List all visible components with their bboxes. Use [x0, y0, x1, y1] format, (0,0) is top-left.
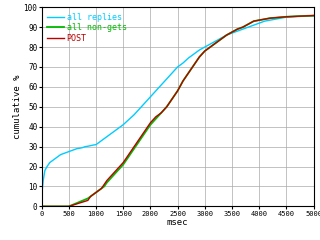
X-axis label: msec: msec	[167, 218, 188, 227]
all non-gets	[230, 31, 234, 34]
POST	[154, 115, 158, 118]
all non-gets	[187, 72, 190, 74]
all non-gets	[110, 175, 114, 178]
POST	[203, 50, 207, 53]
all non-gets	[214, 42, 218, 44]
all non-gets	[92, 193, 95, 196]
all non-gets	[67, 205, 71, 208]
POST	[268, 17, 272, 20]
POST	[97, 189, 100, 192]
POST	[208, 46, 212, 48]
Line: POST: POST	[42, 16, 314, 206]
all non-gets	[154, 117, 158, 120]
POST	[138, 137, 141, 140]
POST	[176, 90, 180, 92]
all non-gets	[121, 163, 125, 166]
POST	[312, 14, 316, 17]
POST	[40, 205, 44, 208]
POST	[127, 153, 131, 156]
POST	[225, 34, 228, 36]
all non-gets	[192, 64, 196, 66]
all non-gets	[181, 79, 185, 82]
POST	[230, 31, 234, 34]
all replies	[61, 152, 65, 155]
POST	[219, 38, 223, 41]
Line: all replies: all replies	[42, 16, 314, 196]
all non-gets	[143, 131, 147, 134]
all non-gets	[203, 50, 207, 53]
all non-gets	[312, 14, 316, 17]
POST	[94, 191, 98, 194]
POST	[252, 20, 256, 23]
all non-gets	[225, 34, 228, 36]
POST	[170, 97, 174, 100]
all replies	[143, 101, 147, 104]
POST	[181, 79, 185, 82]
all non-gets	[241, 26, 245, 29]
POST	[89, 195, 92, 198]
all non-gets	[132, 147, 136, 150]
all non-gets	[208, 46, 212, 48]
all non-gets	[148, 123, 152, 126]
all non-gets	[165, 105, 169, 108]
all non-gets	[268, 17, 272, 20]
POST	[116, 167, 120, 170]
all non-gets	[219, 38, 223, 41]
POST	[121, 161, 125, 164]
all non-gets	[127, 155, 131, 158]
POST	[241, 26, 245, 29]
POST	[86, 199, 90, 202]
all non-gets	[102, 185, 106, 188]
POST	[132, 145, 136, 148]
POST	[197, 56, 201, 59]
Line: all non-gets: all non-gets	[42, 16, 314, 206]
all replies	[40, 195, 44, 198]
POST	[214, 42, 218, 44]
all non-gets	[40, 205, 44, 208]
all non-gets	[116, 169, 120, 172]
all non-gets	[170, 97, 174, 100]
all non-gets	[89, 195, 92, 198]
POST	[257, 19, 261, 22]
all non-gets	[252, 20, 256, 23]
all non-gets	[100, 187, 103, 190]
POST	[159, 111, 163, 114]
POST	[165, 105, 169, 108]
Legend: all replies, all non-gets, POST: all replies, all non-gets, POST	[46, 11, 128, 44]
POST	[246, 23, 250, 26]
all non-gets	[284, 15, 288, 18]
Y-axis label: cumulative %: cumulative %	[13, 75, 22, 139]
POST	[148, 121, 152, 124]
all non-gets	[97, 189, 100, 192]
all non-gets	[176, 90, 180, 92]
all replies	[312, 14, 316, 17]
all non-gets	[159, 111, 163, 114]
all non-gets	[94, 191, 98, 194]
POST	[100, 187, 103, 190]
POST	[236, 28, 239, 30]
all non-gets	[257, 19, 261, 22]
POST	[92, 193, 95, 196]
all replies	[53, 157, 57, 160]
POST	[192, 64, 196, 66]
all non-gets	[246, 23, 250, 26]
POST	[110, 173, 114, 176]
POST	[284, 15, 288, 18]
all non-gets	[138, 139, 141, 142]
all replies	[208, 43, 212, 46]
POST	[102, 183, 106, 186]
POST	[187, 72, 190, 74]
POST	[143, 129, 147, 132]
all non-gets	[86, 197, 90, 200]
all non-gets	[105, 181, 109, 184]
POST	[105, 179, 109, 182]
all replies	[43, 169, 47, 172]
all replies	[78, 147, 82, 150]
all non-gets	[197, 56, 201, 59]
all non-gets	[236, 28, 239, 30]
POST	[67, 205, 71, 208]
